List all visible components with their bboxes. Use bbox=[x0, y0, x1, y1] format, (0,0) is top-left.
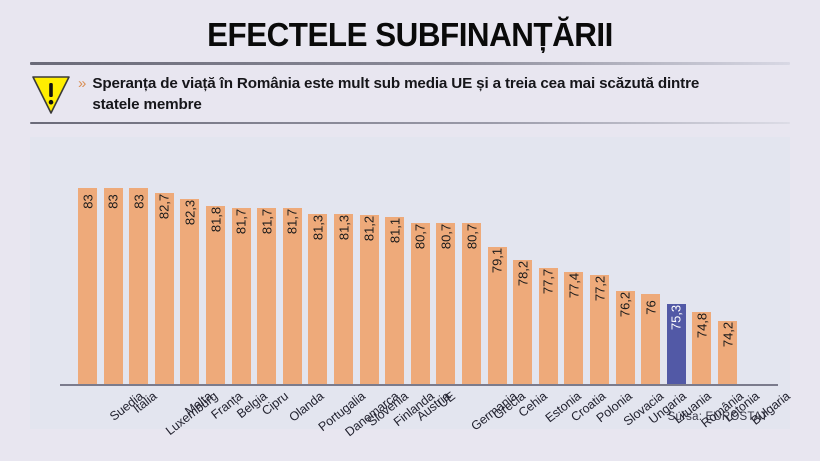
chart-bar: 80,7 bbox=[436, 222, 456, 384]
chart-bar: 83 bbox=[129, 188, 149, 384]
bar-value-label: 74,8 bbox=[694, 312, 710, 338]
chart-bar: 76,2 bbox=[615, 290, 635, 384]
chart-bar: 83 bbox=[78, 188, 97, 384]
bar-value-label: 74,2 bbox=[720, 321, 735, 347]
bar-value-label: 80,7 bbox=[412, 223, 428, 249]
bar-value-label: 78,2 bbox=[515, 261, 531, 287]
chart-bar: 76 bbox=[641, 293, 661, 384]
chart-bar: 77,2 bbox=[590, 275, 609, 384]
warning-triangle-icon bbox=[30, 73, 72, 115]
chart-bar: 81,7 bbox=[257, 207, 277, 384]
bar-value-label: 81,7 bbox=[284, 208, 300, 234]
bar-value-label: 81,7 bbox=[233, 208, 249, 234]
chart-bar: 80,7 bbox=[462, 222, 481, 384]
subtitle-text: Speranța de viață în România este mult s… bbox=[92, 74, 700, 113]
chart-bar: 78,2 bbox=[513, 260, 533, 384]
header-divider-top bbox=[30, 61, 790, 65]
header-divider-bottom bbox=[30, 121, 790, 124]
bar-value-label: 77,7 bbox=[540, 268, 556, 295]
bar-value-label: 77,4 bbox=[566, 273, 582, 299]
bar-value-label: 81,3 bbox=[336, 214, 351, 240]
chart-bar: 81,7 bbox=[231, 207, 251, 384]
chart-bar: 81,8 bbox=[206, 206, 225, 384]
bar-value-label: 83 bbox=[105, 194, 121, 209]
chart-bar: 77,4 bbox=[564, 272, 584, 384]
chart-axis-line bbox=[60, 384, 778, 386]
bullet-marker: » bbox=[78, 74, 87, 92]
chart-bar: 82,3 bbox=[180, 198, 200, 384]
subtitle-block: » Speranța de viață în România este mult… bbox=[30, 72, 790, 115]
bar-value-label: 83 bbox=[131, 194, 147, 209]
chart-bar: 81,3 bbox=[308, 213, 328, 384]
bar-value-label: 81,1 bbox=[387, 217, 403, 243]
chart-bar: 81,7 bbox=[282, 207, 302, 384]
chart-bar: 82,7 bbox=[154, 192, 174, 384]
chart-bar: 74,2 bbox=[718, 320, 737, 384]
chart-plot-area: 83 83 83 82,7 82,3 81,8 81,7 81,7 81,7 81,3 81,3 81… bbox=[30, 137, 790, 385]
chart-bar: 81,3 bbox=[334, 213, 353, 384]
bar-value-label: 83 bbox=[80, 194, 95, 209]
bar-value-label: 82,3 bbox=[182, 199, 198, 225]
bar-value-label: 81,7 bbox=[259, 208, 275, 234]
bar-value-label: 75,3 bbox=[668, 304, 684, 331]
chart-bar: 77,7 bbox=[538, 267, 558, 384]
chart-bar: 74,8 bbox=[692, 311, 712, 384]
chart-bar: 80,7 bbox=[410, 222, 430, 384]
chart-bar: 83 bbox=[103, 188, 123, 384]
bar-value-label: 77,2 bbox=[592, 276, 607, 302]
bar-value-label: 82,7 bbox=[156, 193, 172, 219]
bar-value-label: 79,1 bbox=[489, 247, 505, 273]
chart-bar: 75,3 bbox=[666, 304, 686, 384]
bar-value-label: 76,2 bbox=[617, 291, 633, 317]
chart-bar: 81,1 bbox=[385, 216, 405, 384]
bar-value-label: 76 bbox=[643, 299, 659, 315]
bar-value-label: 81,2 bbox=[361, 216, 377, 242]
bar-value-label: 80,7 bbox=[464, 223, 479, 249]
chart-panel: 83 83 83 82,7 82,3 81,8 81,7 81,7 81,7 81,3 81,3 81… bbox=[30, 137, 793, 439]
source-note: Sursa: EUROSTAT bbox=[667, 411, 768, 423]
chart-bar: 79,1 bbox=[487, 246, 507, 384]
chart-bar: 81,2 bbox=[359, 215, 379, 384]
bar-value-label: 81,3 bbox=[310, 214, 326, 240]
page-title: EFECTELE SUBFINANȚĂRII bbox=[207, 16, 613, 53]
bar-value-label: 80,7 bbox=[438, 223, 454, 249]
bar-value-label: 81,8 bbox=[208, 206, 223, 233]
